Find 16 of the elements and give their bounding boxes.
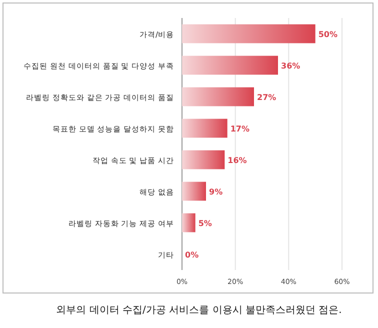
data-label: 50% (318, 30, 338, 39)
data-label: 0% (185, 250, 199, 260)
bar (182, 213, 196, 232)
data-label: 5% (198, 218, 212, 228)
data-label: 9% (209, 187, 223, 196)
data-label: 36% (281, 61, 300, 70)
bar (182, 24, 316, 44)
bar (182, 87, 254, 106)
data-label: 27% (257, 92, 276, 102)
bar (182, 56, 278, 75)
bar (182, 118, 228, 138)
data-label: 16% (228, 156, 247, 165)
bar (182, 150, 225, 170)
text: 외부의 데이터 수집/가공 서비스를 이용시 불만족스러웠던 점은. (56, 305, 342, 316)
data-label: 17% (230, 124, 250, 134)
bar (182, 182, 206, 201)
